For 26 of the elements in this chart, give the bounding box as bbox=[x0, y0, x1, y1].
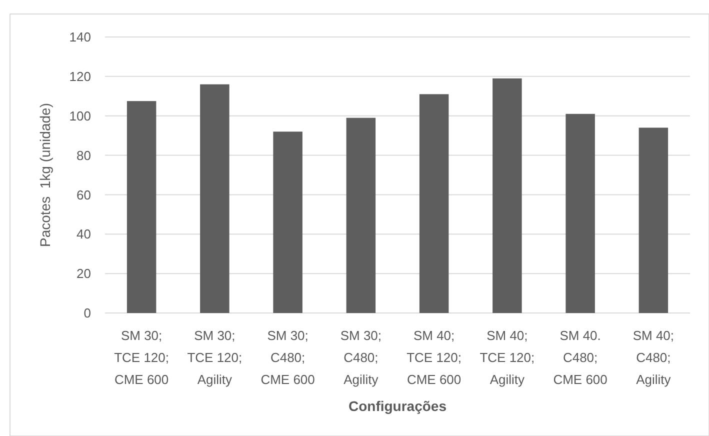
bar bbox=[566, 114, 595, 313]
y-axis-title: Pacotes 1kg (unidade) bbox=[37, 103, 53, 247]
x-tick-label: SM 30; C480; CME 600 bbox=[260, 328, 315, 387]
bar bbox=[638, 128, 668, 313]
bar bbox=[126, 101, 156, 313]
y-tick-label: 120 bbox=[69, 68, 91, 84]
x-tick-label: SM 30; C480; Agility bbox=[340, 328, 382, 387]
x-tick-label: SM 30; TCE 120; Agility bbox=[187, 328, 242, 387]
x-tick-label: SM 30; TCE 120; CME 600 bbox=[114, 328, 170, 387]
bar bbox=[200, 84, 230, 313]
y-tick-label: 80 bbox=[76, 148, 91, 163]
y-tick-label: 100 bbox=[69, 108, 91, 124]
bar bbox=[273, 132, 302, 313]
y-tick-label: 20 bbox=[76, 266, 91, 282]
bar bbox=[492, 78, 522, 313]
x-tick-label: SM 40; TCE 120; Agility bbox=[480, 328, 535, 387]
x-tick-label: SM 40; TCE 120; CME 600 bbox=[406, 328, 462, 387]
x-tick-label: SM 40. C480; CME 600 bbox=[553, 328, 608, 387]
x-axis-title: Configurações bbox=[348, 398, 447, 414]
bar bbox=[346, 118, 376, 313]
bar bbox=[419, 94, 449, 313]
y-tick-label: 60 bbox=[76, 187, 91, 202]
y-tick-label: 40 bbox=[76, 226, 91, 242]
y-tick-label: 140 bbox=[69, 30, 91, 45]
x-tick-label: SM 40; C480; Agility bbox=[632, 328, 674, 387]
y-tick-label: 0 bbox=[84, 306, 91, 321]
